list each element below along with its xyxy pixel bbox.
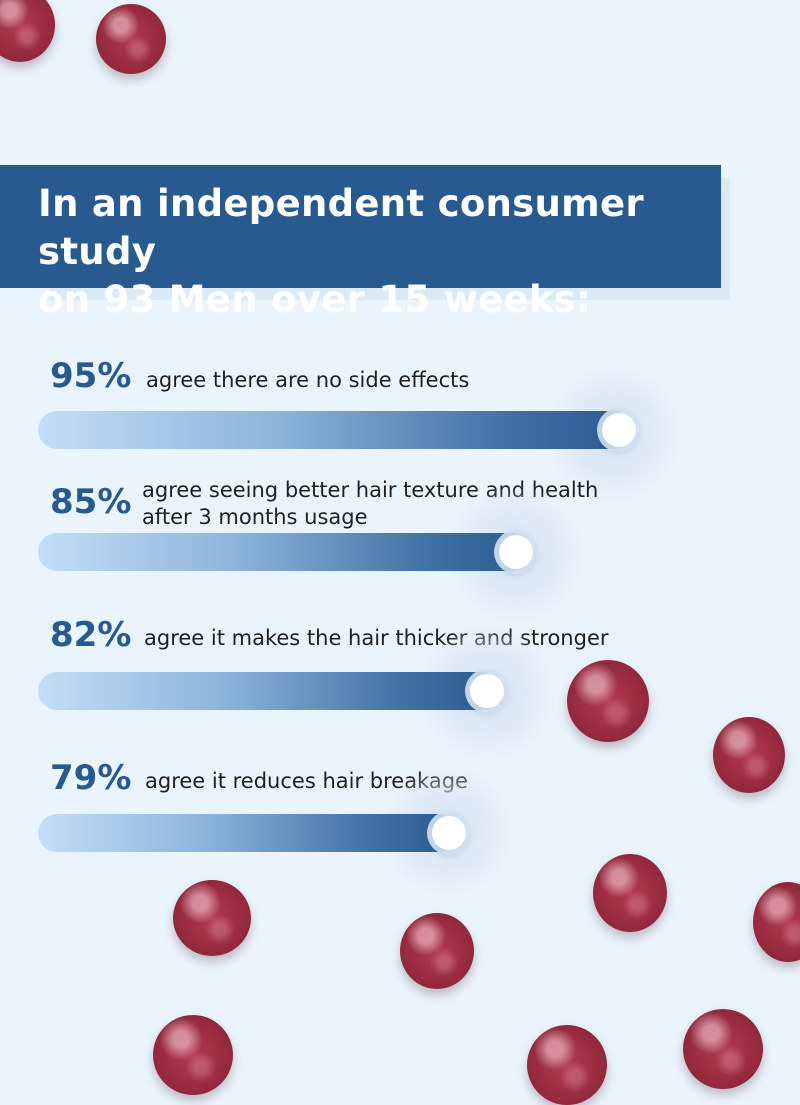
progress-bar — [38, 672, 500, 710]
progress-bar — [38, 411, 633, 449]
progress-knob — [499, 535, 533, 569]
gummy-image — [567, 660, 649, 742]
progress-bar — [38, 533, 532, 571]
stat-percent: 95% — [50, 356, 132, 396]
banner-title-line1: In an independent consumer study — [38, 182, 644, 273]
gummy-image — [400, 913, 474, 989]
stat-percent: 82% — [50, 615, 132, 655]
gummy-image — [153, 1015, 233, 1095]
stat-description: agree there are no side effects — [146, 368, 470, 392]
banner-title-line2: on 93 Men over 15 weeks: — [38, 278, 592, 321]
gummy-image — [96, 4, 166, 74]
study-banner — [0, 165, 721, 288]
progress-knob — [602, 413, 636, 447]
banner-title: In an independent consumer study on 93 M… — [38, 180, 718, 324]
stat-percent: 85% — [50, 482, 132, 522]
gummy-image — [713, 717, 785, 793]
progress-knob — [432, 816, 466, 850]
stat-description-line2: after 3 months usage — [142, 505, 368, 529]
stat-percent: 79% — [50, 758, 132, 798]
gummy-image — [0, 0, 55, 62]
gummy-image — [683, 1009, 763, 1089]
progress-bar — [38, 814, 458, 852]
gummy-image — [173, 880, 251, 956]
gummy-image — [527, 1025, 607, 1105]
gummy-image — [593, 854, 667, 932]
stat-description: agree it makes the hair thicker and stro… — [144, 626, 609, 650]
gummy-image — [753, 882, 800, 962]
progress-knob — [470, 674, 504, 708]
